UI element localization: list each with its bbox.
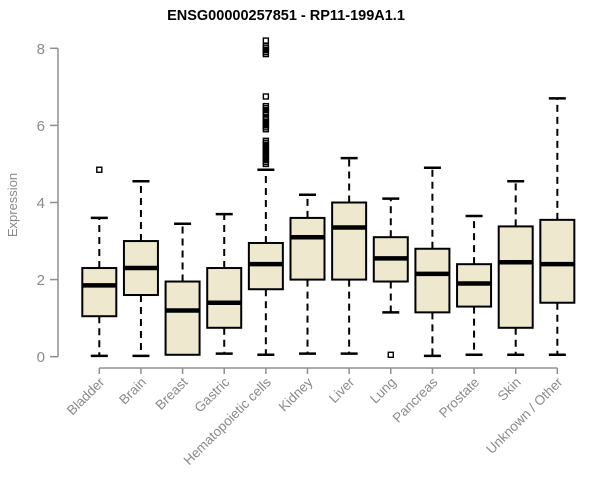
outlier-point <box>96 166 103 173</box>
box-lung <box>372 197 409 358</box>
y-tick-label: 2 <box>37 272 45 289</box>
outlier-point <box>262 160 270 168</box>
y-tick-label: 4 <box>37 195 45 212</box>
box-liver <box>331 156 368 355</box>
chart-title: ENSG00000257851 - RP11-199A1.1 <box>167 8 405 24</box>
box-breast <box>164 222 201 356</box>
box-unknown-other <box>539 97 576 357</box>
x-tick-label-unknown-other: Unknown / Other <box>483 374 566 457</box>
box-skin <box>497 180 534 357</box>
y-tick-label: 6 <box>37 118 45 135</box>
x-tick-label-liver: Liver <box>326 374 358 406</box>
x-tick-label-kidney: Kidney <box>276 374 316 414</box>
x-tick-label-brain: Brain <box>116 375 149 408</box>
x-tick-label-pancreas: Pancreas <box>390 374 441 425</box>
outlier-point <box>262 126 270 133</box>
y-tick-label: 8 <box>37 41 45 58</box>
box-brain <box>122 180 159 358</box>
x-tick-label-gastric: Gastric <box>191 374 232 415</box>
outlier-point <box>387 351 394 358</box>
outlier-point <box>262 37 270 44</box>
box-kidney <box>289 193 326 355</box>
x-tick-label-prostate: Prostate <box>436 375 482 421</box>
outlier-point <box>262 50 270 58</box>
outlier-point <box>262 110 270 118</box>
outlier-point <box>262 93 270 100</box>
x-tick-label-skin: Skin <box>495 375 524 404</box>
box-pancreas <box>414 166 451 358</box>
x-tick-label-breast: Breast <box>152 374 190 412</box>
box-prostate <box>456 214 493 357</box>
x-tick-label-lung: Lung <box>367 375 399 407</box>
box-bladder <box>81 166 118 358</box>
box-hematopoietic-cells <box>247 37 284 357</box>
x-tick-label-bladder: Bladder <box>64 374 108 418</box>
y-tick-label: 0 <box>37 349 45 366</box>
box-gastric <box>206 212 243 355</box>
